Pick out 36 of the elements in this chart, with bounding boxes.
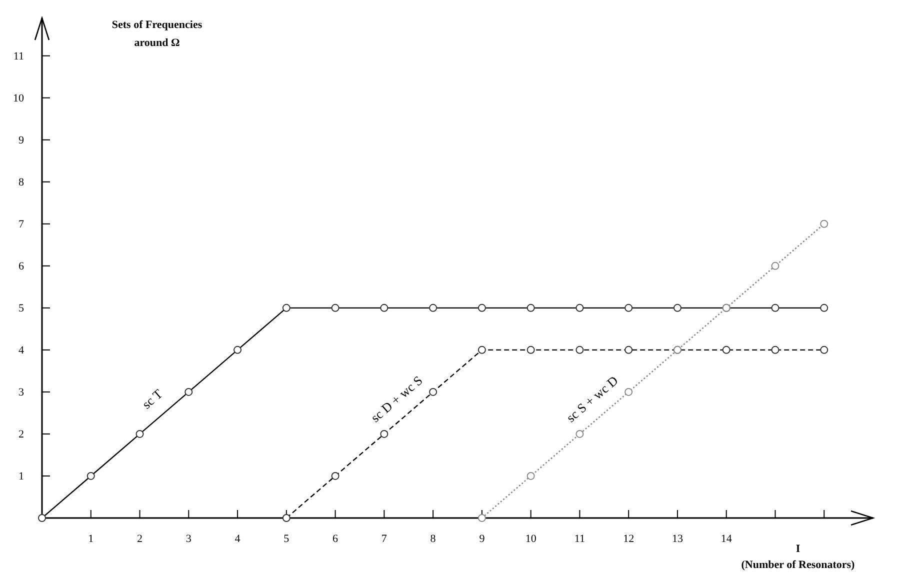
- y-tick-label: 9: [18, 134, 24, 146]
- x-tick-label: 14: [720, 532, 732, 545]
- y-tick-label: 6: [18, 260, 24, 272]
- x-tick-label: 6: [332, 532, 339, 545]
- point: [576, 430, 584, 438]
- y-tick-label: 8: [18, 176, 24, 188]
- x-tick-label: 2: [137, 532, 143, 545]
- x-tick-label: 10: [525, 532, 537, 545]
- point: [526, 472, 535, 480]
- y-tick-label: 5: [18, 302, 24, 314]
- x-tick-label: 1: [88, 532, 94, 545]
- y-tick-label: 4: [18, 344, 24, 356]
- point: [478, 514, 486, 522]
- x-tick-label: 7: [381, 532, 388, 545]
- y-tick-label: 10: [13, 92, 24, 104]
- x-tick-label: 9: [479, 532, 486, 545]
- x-tick-label: 4: [234, 532, 241, 545]
- point: [624, 388, 633, 396]
- x-tick-label: 3: [186, 532, 192, 545]
- point: [820, 220, 828, 228]
- y-axis-title: Sets of Frequencies around Ω: [112, 19, 203, 49]
- x-axis-title: I (Number of Resonators): [741, 543, 856, 571]
- text: sc D + wc S: [368, 372, 426, 426]
- text: sc T: [138, 386, 166, 412]
- point: [771, 262, 780, 270]
- y-tick-label: 1: [18, 470, 24, 483]
- y-tick-label: 11: [13, 50, 24, 62]
- y-tick-label: 2: [18, 428, 24, 440]
- x-tick-label: 13: [672, 532, 684, 545]
- x-tick-label: 11: [574, 532, 586, 545]
- y-tick-label: 3: [18, 386, 24, 398]
- y-tick-label: 7: [18, 218, 24, 230]
- x-tick-label: 5: [284, 532, 290, 545]
- text: sc S + wc D: [563, 372, 621, 426]
- x-tick-label: 8: [430, 532, 436, 545]
- x-tick-label: 12: [623, 532, 634, 545]
